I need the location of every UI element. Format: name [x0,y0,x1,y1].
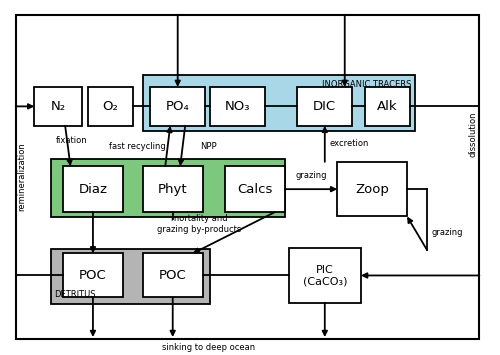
Text: Zoop: Zoop [355,183,389,196]
Text: mortality and
grazing by-products: mortality and grazing by-products [157,214,241,234]
Text: POC: POC [159,269,186,282]
Text: O₂: O₂ [102,100,118,113]
FancyBboxPatch shape [298,87,352,126]
Text: NPP: NPP [200,142,217,151]
Text: sinking to deep ocean: sinking to deep ocean [162,343,256,352]
Text: Phyt: Phyt [158,183,188,196]
Text: N₂: N₂ [50,100,66,113]
Text: DETRITUS: DETRITUS [54,290,96,299]
Text: NO₃: NO₃ [225,100,250,113]
Text: fast recycling: fast recycling [110,142,166,151]
FancyBboxPatch shape [338,162,407,217]
FancyBboxPatch shape [143,253,203,297]
FancyBboxPatch shape [143,75,414,131]
FancyBboxPatch shape [150,87,205,126]
Text: PO₄: PO₄ [166,100,190,113]
FancyBboxPatch shape [50,159,285,217]
Text: fixation: fixation [56,136,87,145]
Text: DIC: DIC [313,100,336,113]
FancyBboxPatch shape [50,249,210,304]
Text: PIC
(CaCO₃): PIC (CaCO₃) [302,265,347,286]
Text: Diaz: Diaz [78,183,108,196]
Text: grazing: grazing [296,171,327,180]
Text: remineralization: remineralization [17,142,26,211]
FancyBboxPatch shape [63,166,123,212]
Text: grazing: grazing [432,228,464,237]
Text: dissolution: dissolution [469,112,478,157]
FancyBboxPatch shape [143,166,203,212]
Text: excretion: excretion [330,139,369,148]
FancyBboxPatch shape [364,87,410,126]
FancyBboxPatch shape [88,87,133,126]
Text: Alk: Alk [377,100,398,113]
Text: POC: POC [79,269,107,282]
FancyBboxPatch shape [210,87,265,126]
Text: INORGANIC TRACERS: INORGANIC TRACERS [322,80,411,89]
FancyBboxPatch shape [288,248,361,303]
FancyBboxPatch shape [34,87,82,126]
Text: Calcs: Calcs [238,183,272,196]
FancyBboxPatch shape [225,166,285,212]
FancyBboxPatch shape [63,253,123,297]
